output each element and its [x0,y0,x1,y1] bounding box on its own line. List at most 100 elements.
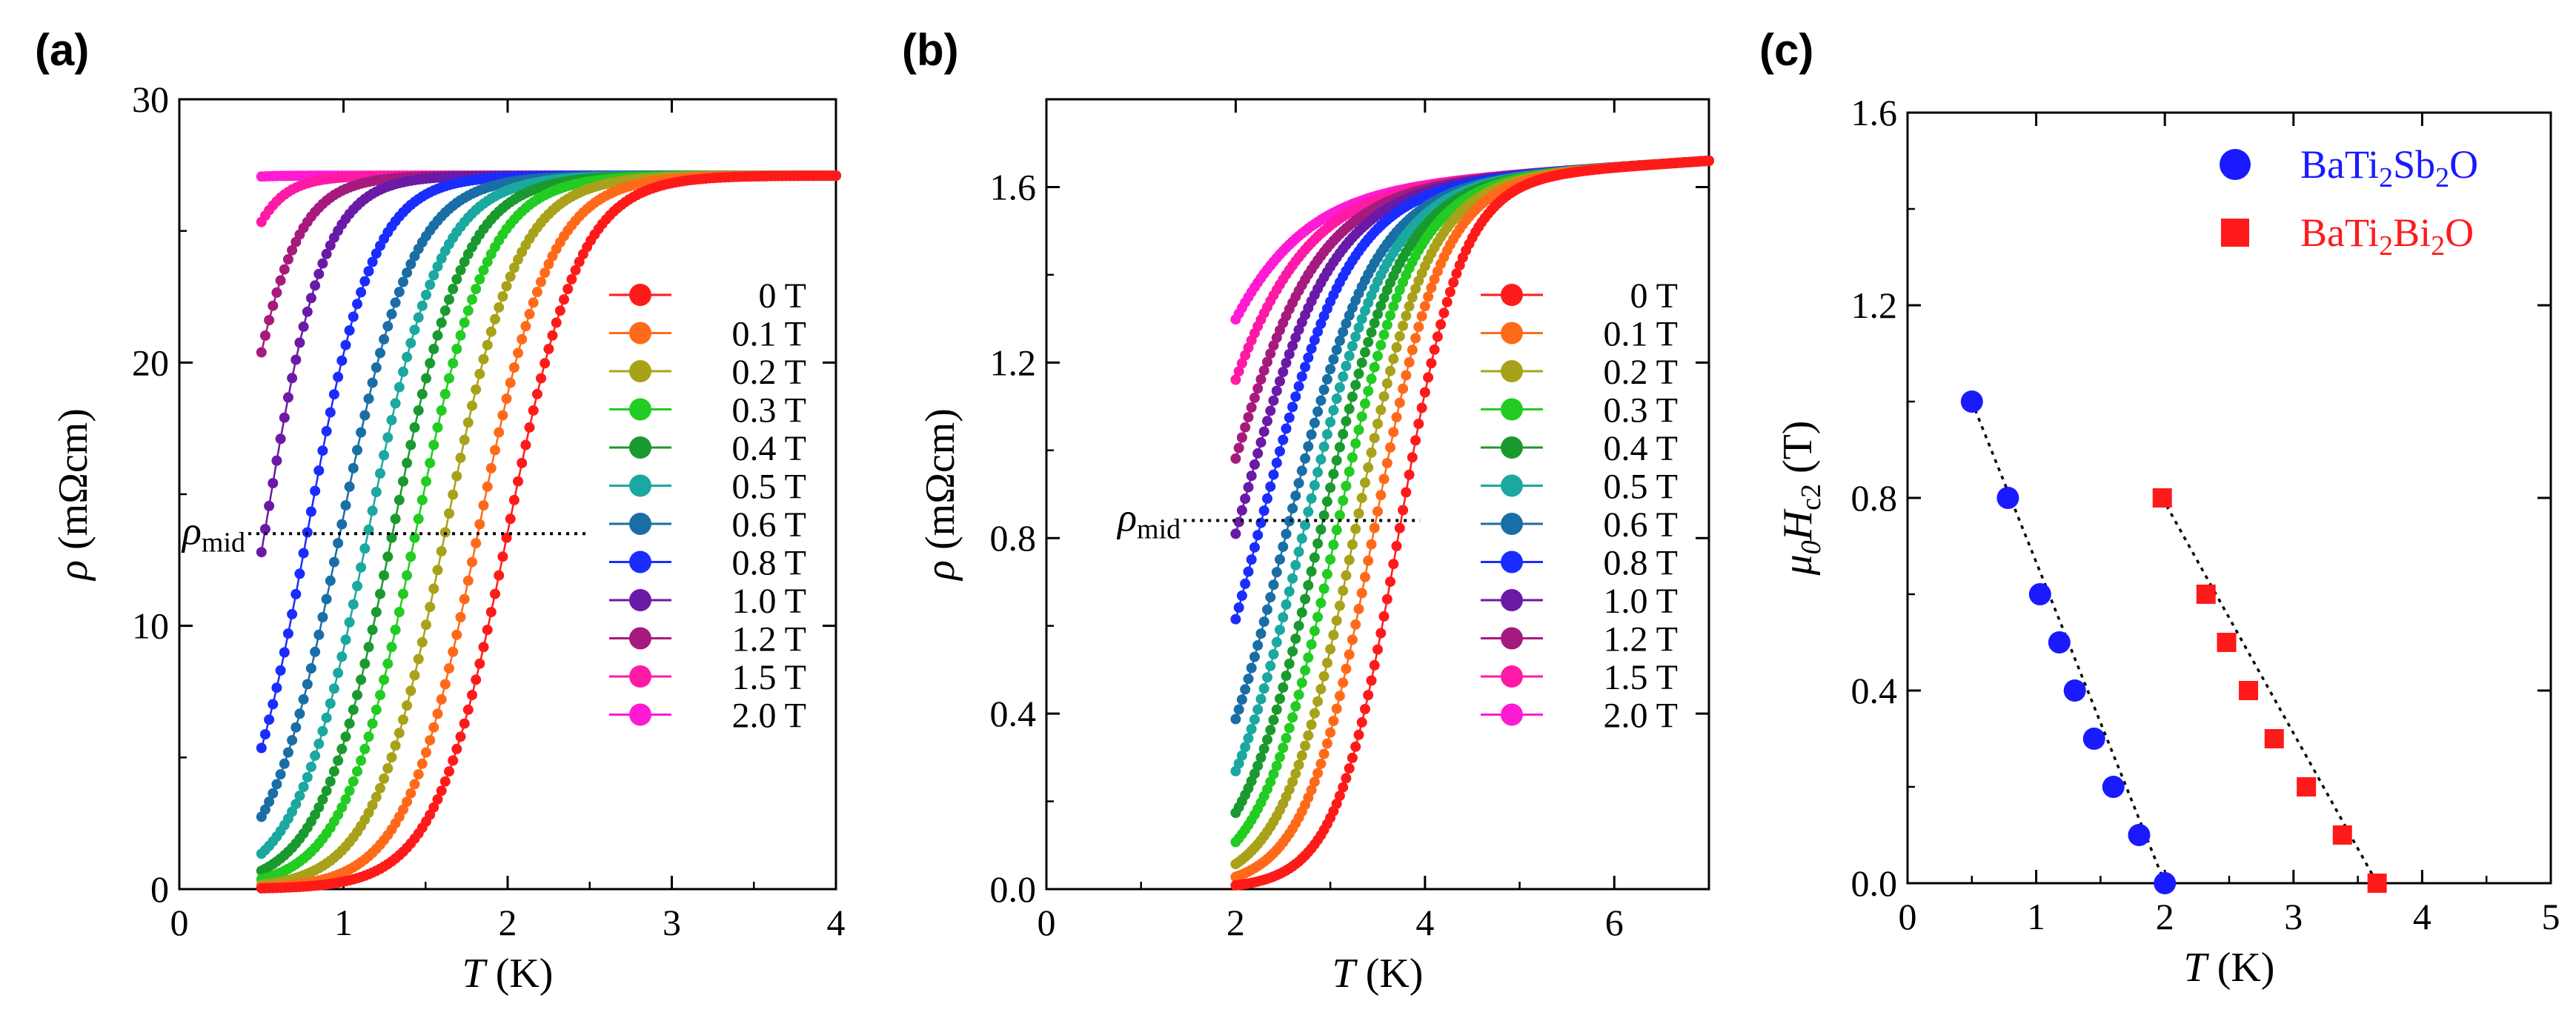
data-point [1363,462,1374,473]
data-point [1306,639,1317,650]
data-point [382,432,394,443]
series-0-T [256,170,841,894]
data-point [1318,441,1330,452]
data-point [1369,433,1380,444]
data-point [1341,361,1352,371]
data-point [1331,345,1342,356]
legend-label: 0.1 T [732,315,806,354]
data-point [333,371,344,382]
data-point [421,290,431,300]
data-point [1315,597,1327,608]
data-point [371,704,382,715]
x-tick-label: 3 [663,902,681,943]
data-point [474,658,485,669]
data-point [1278,682,1289,693]
data-point [1331,798,1342,809]
data-point [1369,659,1380,671]
data-point [444,294,454,305]
data-point [2152,488,2172,508]
data-point [291,354,302,365]
data-point [1278,612,1289,623]
data-point [1996,487,2019,509]
data-point [428,439,439,450]
data-point [1233,366,1244,377]
y-tick-label: 1.2 [1851,285,1898,326]
data-point [1265,776,1276,788]
data-point [1268,469,1279,480]
data-point [298,548,309,559]
y-tick-label: 0.8 [990,517,1037,559]
data-point [1271,457,1282,468]
data-point [494,427,505,438]
data-point [291,799,302,810]
data-point [1350,741,1361,752]
data-point [1300,362,1311,373]
y-axis-label: ρ (mΩcm) [50,408,96,582]
data-point [831,170,841,182]
data-point [459,718,470,729]
data-point [1385,442,1395,453]
legend-marker [1501,398,1523,421]
data-point [1309,776,1320,788]
data-point [1388,427,1399,438]
data-point [344,325,355,336]
data-point [305,762,316,772]
data-point [1347,452,1358,463]
data-point [520,439,531,450]
data-point [1404,469,1415,480]
data-point [1363,336,1374,347]
data-point [1262,416,1272,427]
data-point [1258,683,1269,694]
data-point [1284,516,1295,527]
data-point [459,317,470,328]
data-point [448,489,459,500]
data-point [1262,604,1272,615]
data-point [471,384,482,395]
data-point [1258,365,1269,376]
data-point [1385,310,1395,321]
data-point [520,321,531,332]
data-point [1404,301,1415,312]
data-point [1366,447,1377,458]
data-point [1300,519,1311,531]
data-point [2063,679,2086,702]
data-point [432,330,443,341]
data-point [1448,277,1459,288]
data-point [1246,724,1257,734]
legend-marker [1501,665,1523,688]
data-point [1309,552,1320,563]
legend-entry: 2.0 T [609,696,806,736]
data-point [1303,352,1314,363]
data-point [1296,533,1307,544]
data-point [2128,824,2151,846]
data-point [282,254,293,265]
data-point [1309,480,1320,490]
data-point [1353,729,1364,740]
data-point [1290,391,1301,402]
legend-entry: 0.1 T [609,315,806,354]
data-point [287,735,298,746]
legend-marker [629,665,651,688]
data-point [256,547,267,558]
legend-label: 1.5 T [732,658,806,697]
data-point [471,538,482,549]
data-point [554,305,565,316]
data-point [1407,452,1418,463]
data-point [1394,397,1405,408]
data-point [1246,402,1257,413]
legend-label: 2.0 T [732,696,806,736]
data-point [513,347,523,359]
data-point [1255,374,1267,385]
data-point [1331,703,1342,714]
data-point [1281,423,1292,434]
data-point [348,462,359,473]
data-point [340,731,351,742]
data-point [398,714,408,725]
data-point [1375,490,1387,501]
data-point [1363,385,1374,396]
data-point [1265,405,1276,416]
data-point [1293,759,1304,771]
data-point [1334,335,1345,346]
data-point [1233,442,1244,453]
data-point [1369,522,1380,533]
